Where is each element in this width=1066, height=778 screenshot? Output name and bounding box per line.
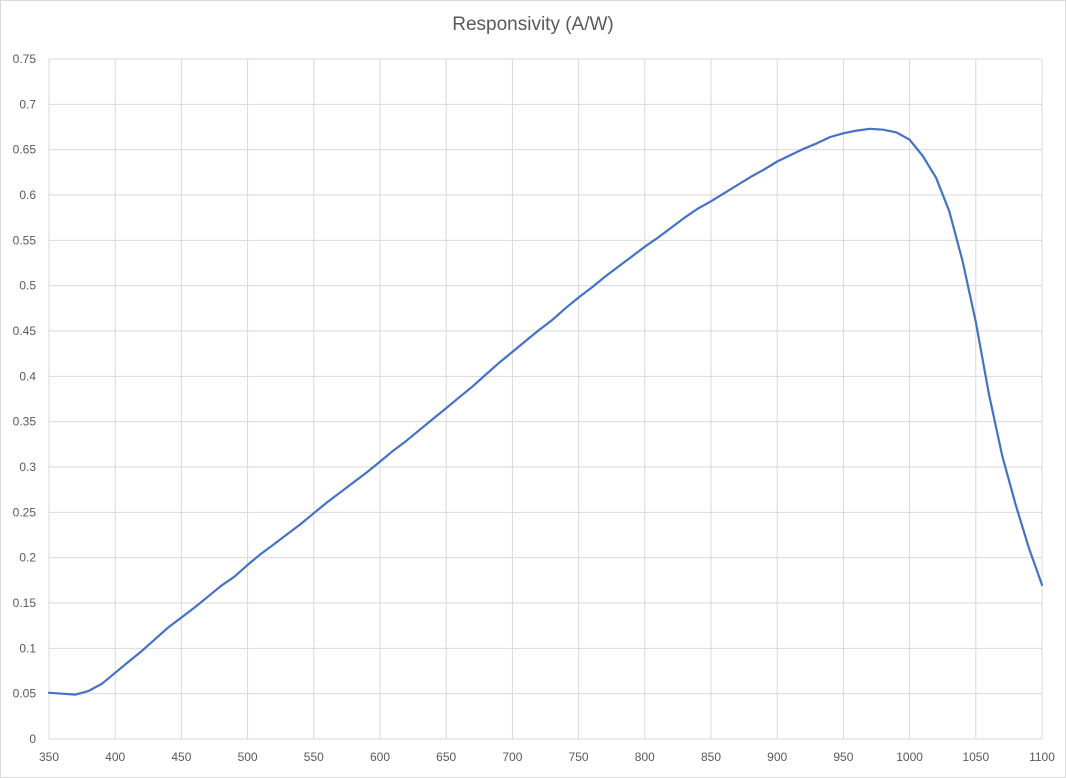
y-tick-label: 0.25 — [13, 505, 37, 519]
y-tick-label: 0.05 — [13, 687, 37, 701]
y-tick-label: 0.5 — [19, 279, 36, 293]
series-line-responsivity — [47, 127, 1044, 696]
x-tick-label: 650 — [436, 750, 456, 764]
x-tick-label: 750 — [569, 750, 589, 764]
x-tick-label: 950 — [833, 750, 853, 764]
y-tick-label: 0.65 — [13, 143, 37, 157]
y-tick-label: 0.45 — [13, 324, 37, 338]
x-axis-tick-labels: 350 400 450 500 550 600 650 700 750 800 850 900 950 1… — [39, 750, 1055, 764]
series-group — [47, 127, 1044, 696]
y-tick-label: 0.75 — [13, 52, 37, 66]
y-tick-label: 0.2 — [19, 551, 36, 565]
y-tick-label: 0 — [29, 732, 36, 746]
y-tick-label: 0.7 — [19, 97, 36, 111]
y-tick-label: 0.4 — [19, 369, 36, 383]
x-tick-label: 400 — [105, 750, 125, 764]
x-tick-label: 1000 — [896, 750, 923, 764]
y-tick-label: 0.6 — [19, 188, 36, 202]
x-tick-label: 900 — [767, 750, 787, 764]
y-tick-label: 0.15 — [13, 596, 37, 610]
y-tick-label: 0.35 — [13, 415, 37, 429]
y-tick-label: 0.3 — [19, 460, 36, 474]
x-tick-label: 1050 — [962, 750, 989, 764]
x-tick-label: 850 — [701, 750, 721, 764]
x-tick-label: 800 — [635, 750, 655, 764]
x-tick-label: 1100 — [1029, 750, 1055, 764]
x-tick-label: 500 — [238, 750, 258, 764]
x-tick-label: 700 — [502, 750, 522, 764]
x-tick-label: 550 — [304, 750, 324, 764]
x-tick-label: 600 — [370, 750, 390, 764]
y-tick-label: 0.1 — [19, 641, 36, 655]
gridlines — [48, 58, 1043, 740]
y-tick-label: 0.55 — [13, 233, 37, 247]
chart-title: Responsivity (A/W) — [452, 14, 614, 35]
x-tick-label: 350 — [39, 750, 59, 764]
x-tick-label: 450 — [171, 750, 191, 764]
y-axis-tick-labels: 0 0.05 0.1 0.15 0.2 0.25 0.3 0.35 0.4 0.45 0.5 0.55… — [13, 52, 37, 746]
